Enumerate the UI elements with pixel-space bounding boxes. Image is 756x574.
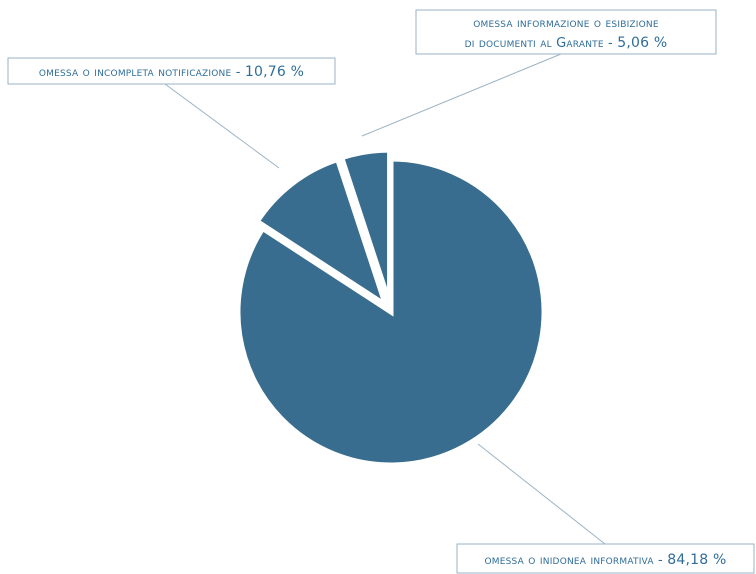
callout-box-1 <box>456 543 755 574</box>
slice-value-1: 84,18 % <box>667 552 726 568</box>
slice-label-text: omessa o inidonea informativa - <box>484 553 667 568</box>
pie-slice-1 <box>235 156 547 468</box>
pie-slices <box>235 147 547 468</box>
leader-line-2 <box>164 83 280 169</box>
slice-label-2: omessa o incompleta notificazione - 10,7… <box>39 64 304 80</box>
slice-value-2: 10,76 % <box>245 64 304 80</box>
slice-label-3-line-1: omessa informazione o esibizione <box>473 16 659 31</box>
slice-label-text: omessa o incompleta notificazione - <box>39 65 245 80</box>
leader-line-1 <box>477 443 606 545</box>
leader-lines <box>164 53 606 545</box>
slice-label-3-line-2: di documenti al Garante - 5,06 % <box>465 35 668 51</box>
slice-label-text: di documenti al Garante - <box>465 36 618 51</box>
slice-label-text: omessa informazione o esibizione <box>473 16 659 31</box>
callouts: omessa o inidonea informativa - 84,18 %o… <box>7 9 755 574</box>
pie-slice-3 <box>338 147 393 304</box>
slice-label-1: omessa o inidonea informativa - 84,18 % <box>484 552 726 568</box>
leader-line-3 <box>361 53 562 137</box>
callout-box-3 <box>415 9 717 55</box>
pie-slice-2 <box>253 156 391 311</box>
slice-value-3: 5,06 % <box>617 35 667 51</box>
callout-box-2 <box>7 57 336 85</box>
